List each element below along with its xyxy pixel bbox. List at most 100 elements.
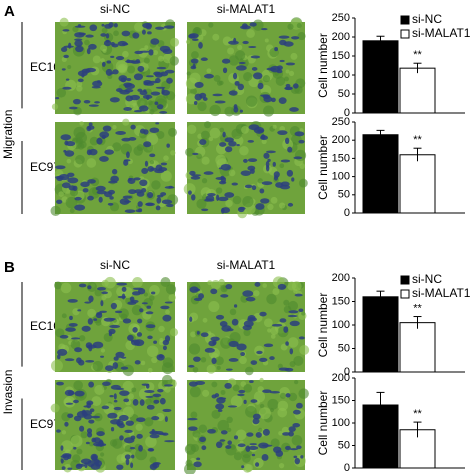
legend-label: si-MALAT1 — [412, 286, 471, 300]
micrograph-cell — [219, 439, 226, 442]
y-tick-label: 250 — [332, 116, 350, 128]
y-tick-label: 200 — [332, 272, 350, 284]
micrograph-cell — [155, 122, 160, 125]
micrograph-cell — [289, 348, 294, 355]
micrograph-cell — [257, 129, 264, 133]
micrograph-cell — [139, 399, 145, 406]
micrograph-cell — [78, 283, 87, 288]
micrograph-cell — [198, 293, 204, 300]
bar — [362, 134, 399, 214]
micrograph-cell — [117, 295, 127, 299]
micrograph-texture — [76, 448, 83, 455]
micrograph-cell — [95, 312, 103, 319]
micrograph-texture — [287, 23, 294, 30]
micrograph-texture — [299, 128, 304, 133]
bar — [362, 40, 399, 114]
micrograph-texture — [264, 38, 269, 43]
micrograph-texture — [216, 365, 221, 370]
micrograph-cell — [128, 137, 137, 141]
micrograph-cell — [101, 61, 106, 67]
micrograph-cell — [262, 428, 270, 436]
micrograph-cell — [74, 38, 83, 42]
micrograph-texture — [230, 395, 243, 408]
micrograph-texture — [84, 39, 90, 46]
micrograph-cell — [284, 86, 293, 91]
micrograph-texture — [272, 288, 280, 296]
micrograph-cell — [265, 165, 270, 172]
micrograph-cell — [126, 59, 131, 63]
micrograph-texture — [217, 419, 230, 432]
micrograph-texture — [115, 60, 128, 73]
micrograph-cell — [249, 22, 257, 27]
micrograph-cell — [250, 168, 255, 174]
micrograph-cell — [143, 129, 149, 135]
micrograph-cell — [101, 405, 110, 410]
micrograph-cell — [227, 405, 238, 408]
micrograph-cell — [99, 155, 109, 162]
column-header: si-NC — [100, 2, 130, 16]
micrograph-cell — [109, 196, 114, 200]
micrograph-texture — [94, 289, 102, 297]
micrograph-texture — [76, 81, 83, 88]
micrograph — [50, 118, 179, 217]
micrograph-cell — [125, 458, 130, 466]
micrograph-cell — [296, 445, 302, 450]
micrograph-cell — [121, 137, 131, 142]
y-tick-label: 50 — [338, 88, 350, 100]
micrograph-cell — [130, 339, 141, 346]
micrograph-texture — [196, 198, 207, 209]
micrograph-cell — [126, 151, 130, 159]
micrograph-cell — [77, 309, 82, 312]
micrograph-cell — [67, 390, 75, 396]
micrograph-texture — [169, 56, 179, 66]
legend-swatch — [400, 15, 410, 25]
micrograph-cell — [116, 464, 124, 470]
micrograph-texture — [144, 417, 154, 427]
micrograph-cell — [263, 152, 270, 159]
micrograph-texture — [160, 277, 171, 287]
micrograph-texture — [288, 392, 298, 402]
micrograph-cell — [188, 426, 198, 431]
micrograph-cell — [154, 72, 163, 78]
micrograph-cell — [191, 194, 196, 201]
micrograph-cell — [112, 69, 119, 75]
micrograph-cell — [78, 32, 87, 36]
micrograph-texture — [240, 294, 249, 303]
micrograph-cell — [110, 302, 117, 310]
bar — [399, 322, 436, 373]
micrograph-cell — [193, 461, 202, 468]
micrograph-cell — [132, 287, 144, 290]
micrograph-cell — [227, 440, 232, 445]
micrograph-texture — [54, 281, 62, 290]
micrograph-cell — [155, 205, 161, 211]
micrograph-cell — [228, 40, 239, 45]
micrograph-texture — [301, 311, 306, 316]
micrograph-texture — [237, 44, 243, 50]
micrograph-texture — [60, 282, 72, 294]
micrograph-cell — [68, 106, 78, 110]
micrograph-cell — [266, 150, 276, 154]
micrograph-texture — [186, 71, 191, 76]
micrograph-cell — [141, 29, 146, 35]
micrograph-cell — [161, 199, 173, 205]
micrograph-texture — [145, 435, 157, 448]
micrograph-cell — [233, 104, 238, 109]
micrograph-cell — [67, 298, 78, 303]
micrograph-cell — [191, 38, 199, 41]
micrograph-texture — [95, 319, 102, 326]
bar — [399, 67, 436, 114]
micrograph-cell — [113, 356, 119, 361]
micrograph-cell — [86, 400, 94, 406]
micrograph-cell — [134, 360, 141, 365]
micrograph-cell — [76, 357, 82, 364]
micrograph-texture — [285, 69, 290, 74]
micrograph-cell — [159, 111, 168, 114]
micrograph-cell — [142, 22, 152, 29]
micrograph-texture — [201, 178, 208, 184]
micrograph-cell — [215, 403, 225, 410]
micrograph-cell — [96, 190, 107, 195]
micrograph-cell — [123, 437, 135, 444]
micrograph-cell — [298, 308, 304, 313]
micrograph-texture — [132, 277, 143, 288]
y-tick-label: 200 — [332, 134, 350, 146]
